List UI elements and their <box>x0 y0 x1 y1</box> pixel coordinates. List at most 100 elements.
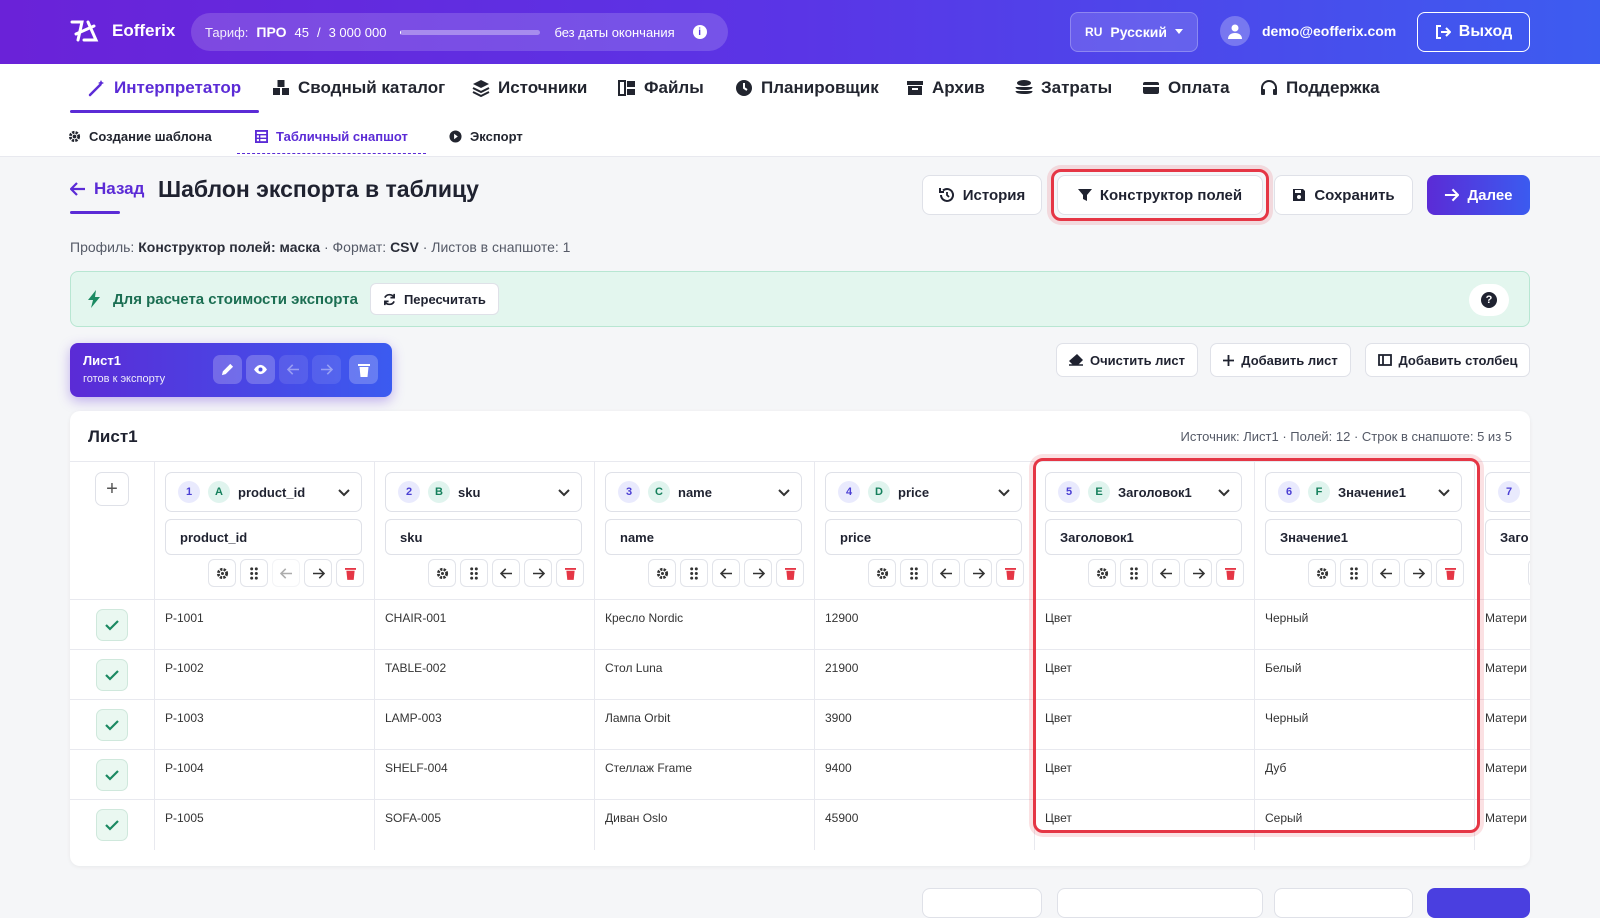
field-constructor-button-bottom[interactable] <box>1057 888 1263 918</box>
column-name-input[interactable]: Заго <box>1485 519 1530 555</box>
column-name-input[interactable]: Значение1 <box>1265 519 1462 555</box>
column-settings-button[interactable] <box>1088 559 1116 587</box>
column-drag-handle[interactable] <box>1120 559 1148 587</box>
tab-scheduler[interactable]: Планировщик <box>735 64 879 112</box>
add-row-button[interactable]: + <box>95 472 129 506</box>
row-include-checkbox[interactable] <box>96 759 128 791</box>
row-include-checkbox[interactable] <box>96 809 128 841</box>
tab-archive[interactable]: Архив <box>906 64 985 112</box>
language-selector[interactable]: RU Русский <box>1070 12 1198 52</box>
rename-sheet-button[interactable] <box>213 355 242 384</box>
column-settings-button[interactable] <box>1308 559 1336 587</box>
back-link[interactable]: Назад <box>70 179 144 214</box>
column-name-input[interactable]: product_id <box>165 519 362 555</box>
history-button[interactable]: История <box>922 175 1042 215</box>
move-column-left-button[interactable] <box>1152 559 1180 587</box>
delete-column-button[interactable] <box>776 559 804 587</box>
subtab-template-create[interactable]: Создание шаблона <box>68 120 212 152</box>
move-column-right-button[interactable] <box>1184 559 1212 587</box>
row-include-checkbox[interactable] <box>96 609 128 641</box>
delete-column-button[interactable] <box>1216 559 1244 587</box>
field-constructor-button[interactable]: Конструктор полей <box>1057 175 1263 215</box>
next-button-bottom[interactable] <box>1427 888 1530 918</box>
logout-button[interactable]: Выход <box>1417 12 1530 52</box>
column-name-input[interactable]: price <box>825 519 1022 555</box>
move-column-right-button[interactable] <box>964 559 992 587</box>
delete-sheet-button[interactable] <box>349 355 378 384</box>
move-column-left-button[interactable] <box>932 559 960 587</box>
tab-interpreter[interactable]: Интерпретатор <box>69 64 260 113</box>
move-column-right-button[interactable] <box>744 559 772 587</box>
add-column-label: Добавить столбец <box>1398 352 1518 368</box>
info-icon[interactable]: i <box>692 25 707 39</box>
move-column-left-button[interactable] <box>492 559 520 587</box>
check-icon <box>105 619 119 631</box>
column-settings-button[interactable] <box>1528 559 1530 587</box>
column-source-select[interactable]: 6 F Значение1 <box>1265 472 1462 512</box>
column-drag-handle[interactable] <box>460 559 488 587</box>
language-label: Русский <box>1110 24 1167 40</box>
subtab-table-snapshot[interactable]: Табличный снапшот <box>237 120 426 154</box>
language-code: RU <box>1085 25 1103 39</box>
delete-column-button[interactable] <box>1436 559 1464 587</box>
column-name-input[interactable]: Заголовок1 <box>1045 519 1242 555</box>
column-settings-button[interactable] <box>208 559 236 587</box>
arrow-right-icon <box>752 567 765 579</box>
tab-label: Архив <box>932 78 985 97</box>
column-name-input[interactable]: name <box>605 519 802 555</box>
add-sheet-button[interactable]: Добавить лист <box>1210 343 1351 377</box>
tab-files[interactable]: Файлы <box>618 64 704 112</box>
user-menu[interactable]: demo@eofferix.com <box>1220 16 1396 46</box>
tab-support[interactable]: Поддержка <box>1260 64 1380 112</box>
move-sheet-right-button[interactable] <box>312 355 341 384</box>
delete-column-button[interactable] <box>996 559 1024 587</box>
tab-costs[interactable]: Затраты <box>1015 64 1112 112</box>
tab-sources[interactable]: Источники <box>472 64 587 112</box>
column-drag-handle[interactable] <box>900 559 928 587</box>
cost-notice: Для расчета стоимости экспорта Пересчита… <box>70 271 1530 327</box>
move-column-right-button[interactable] <box>1404 559 1432 587</box>
tab-payment[interactable]: Оплата <box>1142 64 1230 112</box>
save-button[interactable]: Сохранить <box>1274 175 1413 215</box>
sheet-tab[interactable]: Лист1 готов к экспорту <box>70 343 392 397</box>
tab-catalog[interactable]: Сводный каталог <box>272 64 445 112</box>
column-name-input[interactable]: sku <box>385 519 582 555</box>
move-sheet-left-button[interactable] <box>279 355 308 384</box>
row-include-checkbox[interactable] <box>96 659 128 691</box>
history-button-bottom[interactable] <box>922 888 1042 918</box>
help-button[interactable]: ? <box>1469 284 1509 316</box>
clear-sheet-label: Очистить лист <box>1089 352 1186 368</box>
column-settings-button[interactable] <box>868 559 896 587</box>
column-drag-handle[interactable] <box>240 559 268 587</box>
next-button[interactable]: Далее <box>1427 175 1530 215</box>
column-drag-handle[interactable] <box>680 559 708 587</box>
move-column-left-button[interactable] <box>1372 559 1400 587</box>
recalculate-button[interactable]: Пересчитать <box>369 283 499 315</box>
move-column-left-button[interactable] <box>712 559 740 587</box>
clear-sheet-button[interactable]: Очистить лист <box>1056 343 1198 377</box>
question-icon: ? <box>1481 292 1497 308</box>
save-button-bottom[interactable] <box>1274 888 1413 918</box>
preview-sheet-button[interactable] <box>246 355 275 384</box>
brand-logo[interactable]: Eofferix <box>70 18 175 44</box>
row-include-checkbox[interactable] <box>96 709 128 741</box>
delete-column-button[interactable] <box>556 559 584 587</box>
add-column-button[interactable]: Добавить столбец <box>1365 343 1530 377</box>
move-column-right-button[interactable] <box>524 559 552 587</box>
check-icon <box>105 719 119 731</box>
column-source-select[interactable]: 7 <box>1485 472 1530 512</box>
column-settings-button[interactable] <box>648 559 676 587</box>
column-settings-button[interactable] <box>428 559 456 587</box>
move-column-right-button[interactable] <box>304 559 332 587</box>
table-cell: 3900 <box>815 700 1035 750</box>
column-source-select[interactable]: 5 E Заголовок1 <box>1045 472 1242 512</box>
subtab-export[interactable]: Экспорт <box>449 120 523 152</box>
delete-column-button[interactable] <box>336 559 364 587</box>
column-drag-handle[interactable] <box>1340 559 1368 587</box>
move-column-left-button[interactable] <box>272 559 300 587</box>
